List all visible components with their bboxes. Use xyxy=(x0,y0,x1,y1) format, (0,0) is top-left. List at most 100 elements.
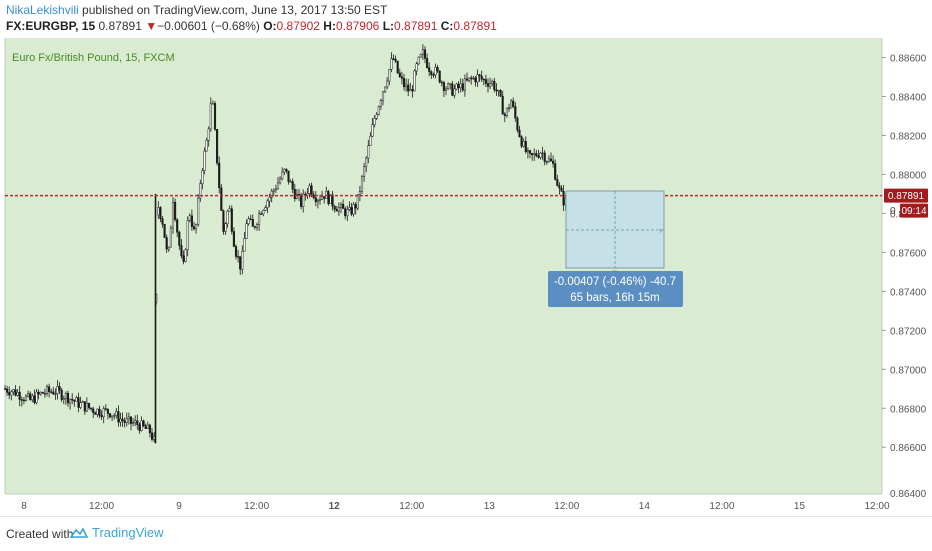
candle-body xyxy=(249,218,252,220)
candle-body xyxy=(358,191,361,195)
candle-body xyxy=(241,250,244,270)
candle-body xyxy=(478,74,481,77)
candle-body xyxy=(312,194,315,199)
candle-body xyxy=(77,397,80,408)
candle-body xyxy=(266,200,269,208)
candle-body xyxy=(430,71,433,75)
candle-body xyxy=(111,415,114,418)
price-tick-label-partial: 0.86400 xyxy=(890,489,927,500)
candle-body xyxy=(402,78,406,88)
time-tick-label: 14 xyxy=(639,501,651,512)
candle-body xyxy=(230,208,233,232)
candle-body xyxy=(457,83,460,89)
candle-body xyxy=(182,255,185,262)
candle-body xyxy=(505,107,508,116)
candle-body xyxy=(16,392,19,396)
candle-body xyxy=(69,398,72,404)
candle-body xyxy=(142,420,145,426)
candle-body xyxy=(318,199,322,201)
candle-body xyxy=(144,425,147,429)
candle-body xyxy=(218,162,221,189)
candle-body xyxy=(438,70,441,83)
candle-body xyxy=(327,190,330,204)
price-tick-label: 0.87000 xyxy=(890,365,927,376)
candle-body xyxy=(3,388,7,390)
candle-body xyxy=(486,83,490,87)
candle-body xyxy=(455,83,458,90)
candle-body xyxy=(468,77,471,81)
candle-body xyxy=(209,103,212,130)
current-price-tag-text: 0.87891 xyxy=(888,191,925,202)
candle-body xyxy=(480,75,483,80)
last-price: 0.87891 xyxy=(98,19,142,33)
candle-body xyxy=(348,207,351,210)
candle-body xyxy=(85,402,88,412)
candle-body xyxy=(45,386,49,394)
candle-body xyxy=(192,226,196,230)
candle-body xyxy=(108,413,112,418)
candle-body xyxy=(272,189,275,192)
candle-body xyxy=(413,70,416,92)
candle-body xyxy=(491,80,494,84)
candle-body xyxy=(360,175,364,192)
tradingview-link[interactable]: TradingView xyxy=(70,525,164,540)
candle-body xyxy=(524,141,527,153)
price-tick-label: 0.88200 xyxy=(890,131,927,142)
price-axis[interactable]: 0.86600 0.86800 0.87000 0.87200 0.87400 0.876… xyxy=(881,38,927,500)
date-range-measure[interactable]: › ⌄ -0.00407 (-0.46%) -40.7 65 bars, 16h… xyxy=(548,190,683,307)
candle-body xyxy=(90,407,93,410)
candle-body xyxy=(285,168,288,172)
candle-body xyxy=(497,90,500,92)
price-tick-label: 0.86600 xyxy=(890,443,927,454)
candle-body xyxy=(159,207,162,219)
change-value: −0.00601 (−0.68%) xyxy=(157,19,260,33)
candle-body xyxy=(398,72,401,77)
author-link[interactable]: NikaLekishvili xyxy=(6,3,79,17)
candle-body xyxy=(522,141,525,147)
candle-body xyxy=(213,103,217,130)
candle-body xyxy=(239,256,242,270)
candle-body xyxy=(350,207,353,215)
candle-body xyxy=(83,401,86,412)
candle-body xyxy=(449,83,452,85)
candle-body xyxy=(428,67,431,72)
candle-body xyxy=(545,161,548,163)
candle-body xyxy=(195,224,198,230)
candle-body xyxy=(289,181,292,183)
candle-body xyxy=(165,237,168,250)
candle-body xyxy=(520,136,523,147)
time-tick-label: 12 xyxy=(329,501,341,512)
candle-body xyxy=(501,95,504,115)
candle-body xyxy=(8,392,11,396)
price-chart[interactable]: 0.86600 0.86800 0.87000 0.87200 0.87400 0.876… xyxy=(0,38,932,512)
candle-body xyxy=(367,145,370,159)
time-tick-label: 8 xyxy=(21,501,27,512)
candle-body xyxy=(180,245,183,257)
time-axis[interactable]: 8 12:00 9 12:00 12 12:00 13 12:00 14 12:00 15 12:00 xyxy=(5,493,890,512)
candle-body xyxy=(33,395,36,403)
candle-body xyxy=(363,166,366,177)
candle-body xyxy=(451,83,454,96)
candle-body xyxy=(386,80,389,88)
candle-body xyxy=(365,157,368,167)
candle-body xyxy=(205,140,208,152)
candle-body xyxy=(541,152,544,154)
candle-body xyxy=(302,193,305,207)
candle-body xyxy=(176,219,179,233)
candle-body xyxy=(146,424,149,429)
candle-body xyxy=(163,224,166,238)
time-tick-label: 15 xyxy=(794,501,806,512)
candle-body xyxy=(489,82,492,87)
candle-body xyxy=(64,393,67,399)
candle-body xyxy=(287,170,290,182)
time-tick-label: 13 xyxy=(484,501,496,512)
candle-body xyxy=(94,412,97,415)
candle-body xyxy=(279,178,282,184)
candle-body xyxy=(390,58,393,70)
candlestick-series xyxy=(3,44,576,444)
candle-body xyxy=(125,418,128,423)
candle-body xyxy=(251,218,254,227)
current-price-tag xyxy=(884,188,928,203)
candle-body xyxy=(184,249,187,262)
candle-body xyxy=(461,83,464,91)
